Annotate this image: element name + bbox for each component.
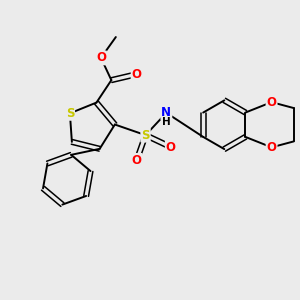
- Text: O: O: [267, 96, 277, 109]
- Text: S: S: [141, 129, 150, 142]
- Text: H: H: [162, 117, 171, 128]
- Text: O: O: [132, 154, 142, 167]
- Text: O: O: [96, 51, 106, 64]
- Text: O: O: [267, 141, 277, 154]
- Text: O: O: [166, 140, 176, 154]
- Text: N: N: [161, 106, 171, 119]
- Text: O: O: [132, 68, 142, 81]
- Text: S: S: [66, 107, 74, 120]
